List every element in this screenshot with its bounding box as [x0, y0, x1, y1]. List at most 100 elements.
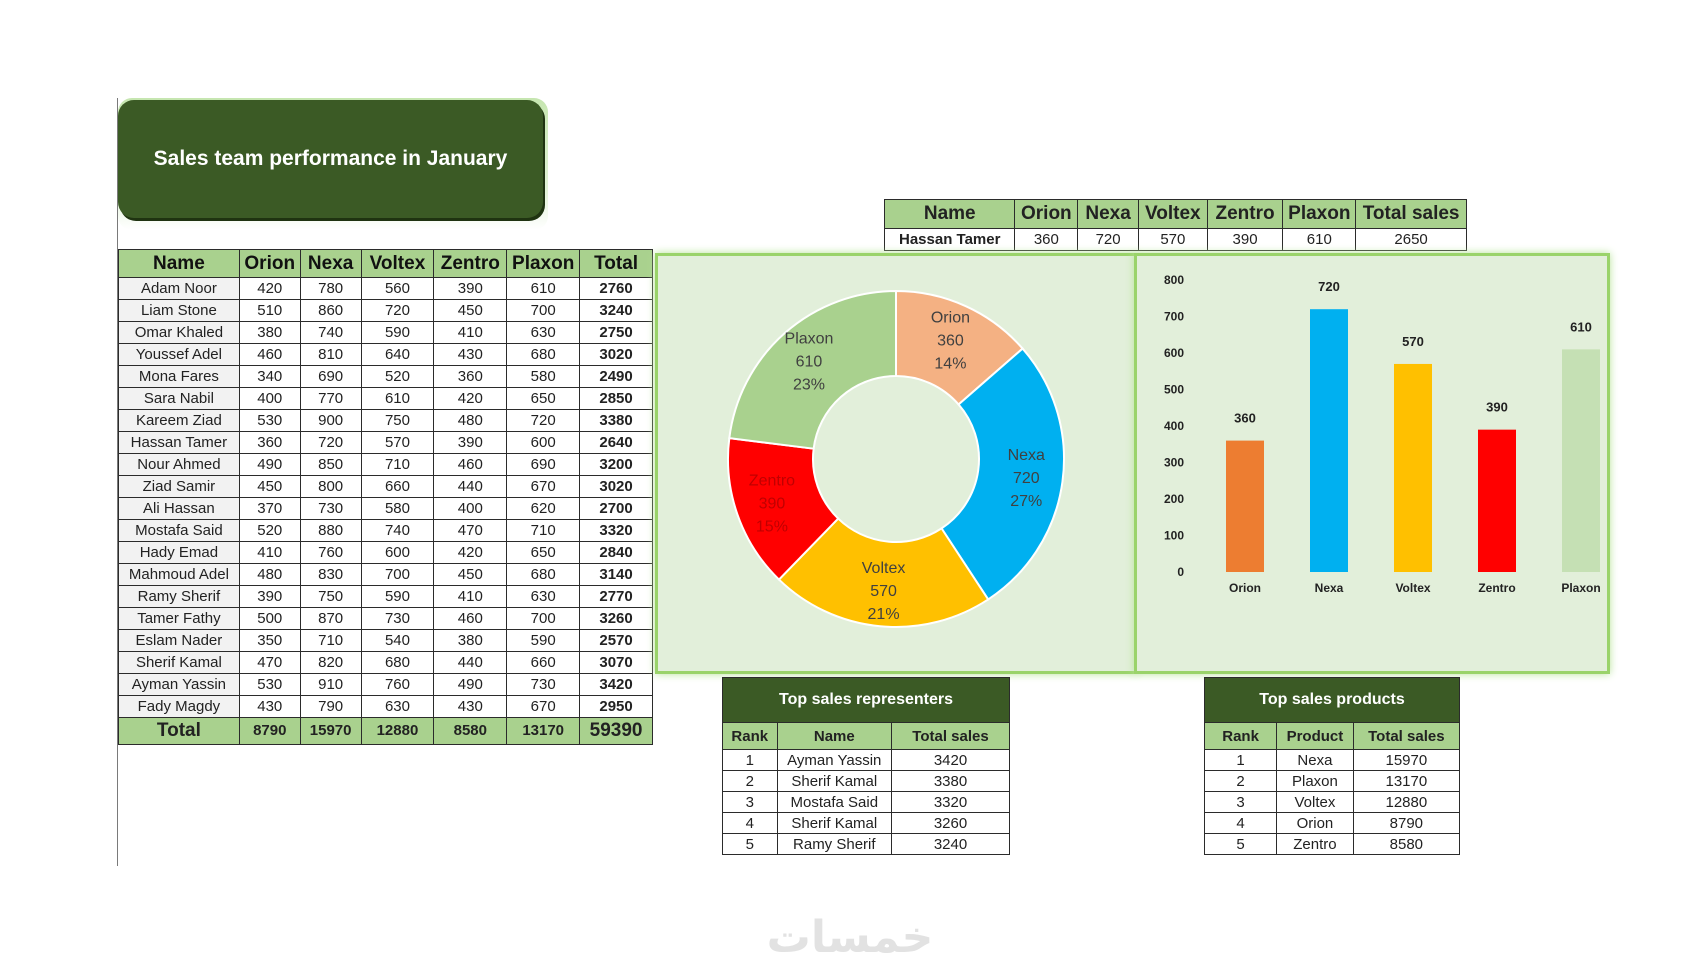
total-cell: 15970 — [1352, 749, 1461, 771]
y-tick-label: 200 — [1164, 492, 1184, 506]
y-tick-label: 400 — [1164, 419, 1184, 433]
table-row: Nour Ahmed 490 850 710 460 690 3200 — [118, 453, 653, 476]
selected-rep-header: Name Orion Nexa Voltex Zentro Plaxon Total sal… — [883, 199, 1467, 229]
bar-voltex — [1394, 363, 1432, 572]
row-total-cell: 3420 — [579, 673, 653, 696]
row-total-cell: 2640 — [579, 431, 653, 454]
selected-rep-row: Hassan Tamer 360 720 570 390 610 2650 — [883, 228, 1467, 251]
title-banner: Sales team performance in January — [118, 98, 548, 230]
donut-data-label: 27% — [1010, 493, 1042, 510]
name-cell: Ramy Sherif — [776, 833, 893, 855]
sales-cell: 850 — [299, 453, 362, 476]
rep-name-cell: Hassan Tamer — [883, 228, 1016, 251]
column-header: Total — [579, 249, 653, 278]
column-header: Total sales — [1355, 199, 1467, 229]
bar-zentro — [1478, 429, 1516, 572]
sales-cell: 570 — [1137, 228, 1208, 251]
table-row: Fady Magdy 430 790 630 430 670 2950 — [118, 695, 653, 718]
y-tick-label: 800 — [1164, 273, 1184, 287]
donut-data-label: Nexa — [1008, 447, 1045, 464]
grand-total-cell: 59390 — [579, 717, 653, 745]
sales-cell: 800 — [299, 475, 362, 498]
table-row: Ziad Samir 450 800 660 440 670 3020 — [118, 475, 653, 498]
column-header: Orion — [1014, 199, 1079, 229]
sales-cell: 560 — [360, 277, 435, 300]
sales-cell: 460 — [433, 607, 508, 630]
sales-cell: 700 — [506, 607, 581, 630]
x-tick-label: Voltex — [1395, 581, 1430, 595]
table-row: 1 Ayman Yassin 3420 — [722, 749, 1010, 771]
y-tick-label: 700 — [1164, 310, 1184, 324]
top-reps-title: Top sales representers — [722, 677, 1010, 723]
rank-cell: 5 — [1203, 833, 1278, 855]
product-total-cell: 8580 — [433, 717, 508, 745]
sales-cell: 730 — [299, 497, 362, 520]
rank-cell: 3 — [1203, 791, 1278, 813]
row-total-cell: 2490 — [579, 365, 653, 388]
table-row: Eslam Nader 350 710 540 380 590 2570 — [118, 629, 653, 652]
sales-cell: 610 — [360, 387, 435, 410]
bar-orion — [1226, 440, 1264, 572]
name-cell: Zentro — [1276, 833, 1354, 855]
donut-data-label: Plaxon — [785, 330, 834, 347]
sales-cell: 630 — [506, 321, 581, 344]
sales-cell: 450 — [433, 299, 508, 322]
rep-name-cell: Mona Fares — [118, 365, 240, 388]
donut-data-label: Zentro — [749, 473, 795, 490]
sales-cell: 740 — [360, 519, 435, 542]
sales-cell: 380 — [433, 629, 508, 652]
sales-cell: 440 — [433, 651, 508, 674]
sales-cell: 630 — [506, 585, 581, 608]
top-reps-table: Top sales representers Rank Name Total sal… — [722, 677, 1010, 855]
row-total-cell: 2950 — [579, 695, 653, 718]
table-row: Hassan Tamer 360 720 570 390 600 2640 — [118, 431, 653, 454]
sales-cell: 680 — [360, 651, 435, 674]
donut-data-label: 720 — [1013, 470, 1040, 487]
table-row: Mostafa Said 520 880 740 470 710 3320 — [118, 519, 653, 542]
sales-cell: 610 — [506, 277, 581, 300]
column-header: Zentro — [1206, 199, 1284, 229]
table-row: 2 Sherif Kamal 3380 — [722, 770, 1010, 792]
title-box: Sales team performance in January — [118, 100, 543, 218]
table-row: Sara Nabil 400 770 610 420 650 2850 — [118, 387, 653, 410]
column-header: Product — [1276, 722, 1354, 750]
sales-cell: 680 — [506, 563, 581, 586]
column-header: Orion — [238, 249, 301, 278]
sales-cell: 590 — [360, 585, 435, 608]
sales-cell: 390 — [1206, 228, 1284, 251]
sales-cell: 620 — [506, 497, 581, 520]
rank-cell: 2 — [1203, 770, 1278, 792]
sales-cell: 350 — [238, 629, 301, 652]
rank-cell: 4 — [1203, 812, 1278, 834]
selected-rep-table: Name Orion Nexa Voltex Zentro Plaxon Total sal… — [883, 199, 1467, 251]
page-title: Sales team performance in January — [153, 147, 508, 170]
name-cell: Mostafa Said — [776, 791, 893, 813]
product-total-cell: 15970 — [299, 717, 362, 745]
sales-cell: 610 — [1282, 228, 1357, 251]
table-row: 4 Sherif Kamal 3260 — [722, 812, 1010, 834]
x-tick-label: Nexa — [1315, 581, 1344, 595]
rep-name-cell: Fady Magdy — [118, 695, 240, 718]
bar-data-label: 610 — [1570, 319, 1592, 334]
sales-cell: 450 — [238, 475, 301, 498]
rep-name-cell: Kareem Ziad — [118, 409, 240, 432]
sales-cell: 700 — [360, 563, 435, 586]
name-cell: Voltex — [1276, 791, 1354, 813]
table-row: Omar Khaled 380 740 590 410 630 2750 — [118, 321, 653, 344]
row-total-cell: 2770 — [579, 585, 653, 608]
x-tick-label: Orion — [1229, 581, 1261, 595]
bar-data-label: 390 — [1486, 400, 1508, 415]
name-cell: Ayman Yassin — [776, 749, 893, 771]
rank-cell: 1 — [1203, 749, 1278, 771]
rep-name-cell: Omar Khaled — [118, 321, 240, 344]
column-header: Voltex — [1137, 199, 1208, 229]
sales-cell: 460 — [238, 343, 301, 366]
row-total-cell: 2700 — [579, 497, 653, 520]
rep-name-cell: Sherif Kamal — [118, 651, 240, 674]
column-header: Nexa — [299, 249, 362, 278]
sales-cell: 790 — [299, 695, 362, 718]
sales-cell: 410 — [433, 321, 508, 344]
sales-cell: 440 — [433, 475, 508, 498]
table-row: Ayman Yassin 530 910 760 490 730 3420 — [118, 673, 653, 696]
column-header: Nexa — [1077, 199, 1139, 229]
